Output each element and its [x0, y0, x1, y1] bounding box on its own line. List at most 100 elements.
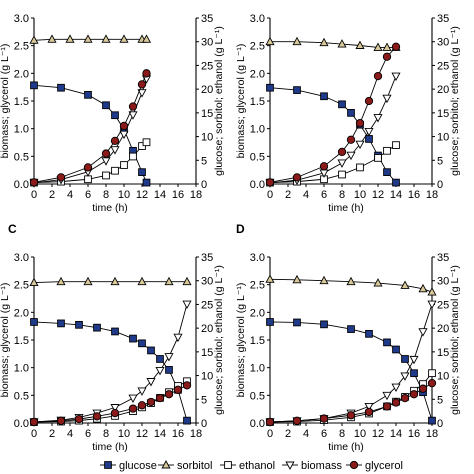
- data-point-glycerol: [119, 121, 129, 131]
- data-point-glucose: [347, 325, 355, 333]
- x-tick-label: 4: [303, 189, 309, 201]
- data-point-glucose: [142, 178, 151, 187]
- y-axis-right-label: glucose; sorbitol; ethanol (g L⁻¹): [449, 26, 461, 176]
- data-point-sorbitol: [373, 278, 383, 287]
- x-tick-label: 10: [354, 189, 366, 201]
- data-point-glycerol: [364, 96, 374, 106]
- x-tick-label: 16: [408, 428, 420, 440]
- legend: glucose sorbitol ethanol biomass glycerol: [100, 460, 403, 472]
- x-tick-label: 10: [118, 189, 130, 201]
- data-point-glucose: [30, 318, 38, 326]
- x-tick-label: 14: [390, 428, 402, 440]
- y-left-tick-label: 1.0: [250, 363, 265, 375]
- data-point-glycerol: [142, 69, 151, 78]
- y-left-tick-label: 1.5: [250, 96, 265, 108]
- data-point-sorbitol: [265, 274, 275, 283]
- data-point-glucose: [347, 109, 355, 117]
- y-right-tick-label: 0: [437, 418, 443, 430]
- data-point-glucose: [84, 90, 92, 99]
- x-tick-label: 14: [154, 189, 166, 201]
- x-tick-label: 4: [67, 189, 73, 201]
- panel-label: C: [8, 222, 17, 236]
- data-point-ethanol: [120, 161, 128, 169]
- series-line-sorbitol: [33, 281, 187, 284]
- y-left-tick-label: 2.0: [250, 68, 265, 80]
- y-right-tick-label: 5: [201, 155, 207, 167]
- data-point-sorbitol: [292, 274, 302, 284]
- x-tick-label: 12: [372, 189, 384, 201]
- data-point-sorbitol: [29, 35, 39, 44]
- y-axis-left-label: biomass; glycerol (g L⁻¹): [0, 44, 11, 159]
- x-tick-label: 12: [372, 428, 384, 440]
- y-right-tick-label: 20: [437, 323, 449, 335]
- data-point-biomass: [391, 72, 401, 82]
- data-point-glycerol: [382, 402, 392, 411]
- data-point-sorbitol: [400, 280, 410, 289]
- data-point-sorbitol: [137, 276, 147, 286]
- data-point-glucose: [138, 168, 146, 176]
- series-glycerol: [29, 69, 151, 187]
- data-point-glucose: [293, 86, 301, 94]
- y-axis-left-label: biomass; glycerol (g L⁻¹): [235, 44, 247, 159]
- legend-label: sorbitol: [177, 460, 212, 472]
- y-right-tick-label: 25: [437, 60, 449, 72]
- data-point-biomass: [110, 404, 120, 413]
- data-point-biomass: [373, 114, 383, 123]
- series-ethanol: [30, 377, 191, 426]
- series-sorbitol: [265, 274, 437, 296]
- y-left-tick-label: 0.0: [250, 179, 265, 191]
- series-glucose: [266, 83, 400, 187]
- x-tick-label: 18: [190, 428, 202, 440]
- y-left-tick-label: 3.0: [250, 252, 265, 264]
- legend-marker-glucose: [104, 461, 112, 469]
- data-point-glucose: [320, 320, 328, 329]
- series-line-sorbitol: [33, 38, 147, 41]
- data-point-biomass: [382, 94, 392, 104]
- x-tick-label: 14: [154, 428, 166, 440]
- data-point-glycerol: [292, 173, 302, 182]
- data-point-biomass: [155, 366, 165, 376]
- legend-marker-sorbitol: [161, 460, 171, 469]
- data-point-ethanol: [356, 163, 364, 172]
- series-line-ethanol: [33, 380, 188, 423]
- data-point-glucose: [75, 320, 83, 329]
- series-glycerol: [265, 379, 437, 427]
- data-point-sorbitol: [56, 276, 66, 286]
- y-left-tick-label: 3.0: [14, 13, 29, 25]
- data-point-glucose: [428, 416, 436, 425]
- y-right-tick-label: 5: [201, 394, 207, 406]
- x-axis-label: time (h): [328, 202, 364, 214]
- y-right-tick-label: 35: [201, 252, 213, 264]
- data-point-glycerol: [110, 408, 120, 418]
- data-point-glucose: [93, 323, 101, 332]
- x-tick-label: 2: [285, 428, 291, 440]
- y-left-tick-label: 0.5: [250, 151, 265, 163]
- data-point-biomass: [182, 300, 192, 309]
- x-tick-label: 2: [49, 189, 55, 201]
- x-axis-label: time (h): [92, 441, 128, 453]
- data-point-sorbitol: [83, 34, 93, 43]
- legend-item-sorbitol: sorbitol: [158, 460, 212, 472]
- data-point-ethanol: [102, 171, 110, 180]
- data-point-glycerol: [110, 136, 120, 145]
- data-point-sorbitol: [418, 283, 428, 293]
- data-point-ethanol: [84, 175, 92, 184]
- x-tick-label: 8: [103, 428, 109, 440]
- series-line-glucose: [33, 321, 188, 421]
- data-point-glucose: [338, 100, 346, 109]
- x-tick-label: 4: [303, 428, 309, 440]
- y-right-tick-label: 35: [201, 13, 213, 25]
- data-point-glycerol: [29, 417, 39, 427]
- data-point-sorbitol: [164, 276, 174, 286]
- y-right-tick-label: 35: [437, 252, 449, 264]
- x-tick-label: 16: [408, 189, 420, 201]
- data-point-biomass: [427, 300, 437, 309]
- data-point-glycerol: [391, 398, 401, 407]
- chart-panel-2: 0 2 4 6 8 10 12 14 16 180.00.51.01.52.02.53.00510…: [235, 13, 461, 214]
- data-point-glycerol: [83, 163, 93, 172]
- data-point-glycerol: [382, 52, 392, 61]
- x-tick-label: 0: [31, 428, 37, 440]
- y-left-tick-label: 1.5: [14, 335, 29, 347]
- data-point-sorbitol: [101, 34, 111, 43]
- data-point-sorbitol: [319, 275, 329, 285]
